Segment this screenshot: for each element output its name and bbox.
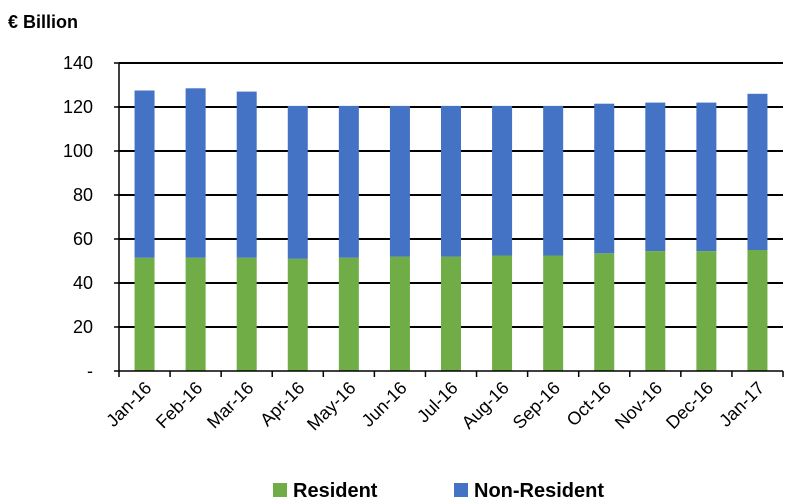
legend-label: Non-Resident (474, 480, 604, 502)
bar-non-resident-dec-16 (696, 102, 717, 252)
y-tick-label: 60 (73, 229, 93, 249)
y-tick-label: 80 (73, 185, 93, 205)
legend-swatch (454, 483, 468, 497)
bar-resident-feb-16 (185, 257, 206, 371)
bar-non-resident-oct-16 (594, 103, 615, 254)
unit-label: € Billion (8, 12, 78, 32)
bar-non-resident-jan-16 (134, 90, 155, 258)
bar-resident-dec-16 (696, 251, 717, 371)
bar-resident-jan-16 (134, 257, 155, 371)
bar-non-resident-apr-16 (287, 105, 308, 259)
x-tick-label: May-16 (303, 378, 360, 435)
x-tick-label: Apr-16 (256, 378, 308, 430)
bar-non-resident-mar-16 (236, 91, 257, 258)
bar-resident-nov-16 (645, 251, 666, 371)
x-tick-label: Mar-16 (203, 378, 257, 432)
x-tick-label: Jan-17 (715, 378, 768, 431)
x-tick-label: Oct-16 (563, 378, 615, 430)
bar-resident-aug-16 (492, 255, 513, 371)
bar-resident-apr-16 (287, 258, 308, 371)
legend: Resident Non-Resident (273, 480, 604, 502)
y-tick-label: 40 (73, 273, 93, 293)
legend-label: Resident (293, 480, 378, 502)
x-tick-label: Feb-16 (152, 378, 206, 432)
bar-resident-mar-16 (236, 257, 257, 371)
x-tick-label: Dec-16 (662, 378, 717, 433)
bar-non-resident-may-16 (338, 105, 359, 258)
x-tick-label: Jan-16 (102, 378, 155, 431)
y-tick-label: 20 (73, 317, 93, 337)
x-tick-label: Jul-16 (413, 378, 462, 427)
bar-non-resident-sep-16 (543, 105, 564, 256)
bar-non-resident-aug-16 (492, 105, 513, 256)
y-tick-label: 120 (63, 97, 93, 117)
bar-resident-jul-16 (441, 256, 461, 371)
legend-swatch (273, 483, 287, 497)
bar-resident-may-16 (338, 257, 359, 371)
bar-non-resident-jan-17 (747, 93, 768, 250)
x-tick-label: Aug-16 (458, 378, 513, 433)
bar-resident-jun-16 (389, 256, 410, 371)
x-tick-label: Sep-16 (509, 378, 564, 433)
y-tick-label: - (87, 361, 93, 381)
bar-non-resident-jul-16 (441, 105, 461, 257)
bar-non-resident-feb-16 (185, 88, 206, 258)
y-tick-label: 100 (63, 141, 93, 161)
bar-non-resident-nov-16 (645, 102, 666, 252)
bar-resident-oct-16 (594, 253, 615, 371)
x-tick-label: Nov-16 (611, 378, 666, 433)
bar-resident-jan-17 (747, 250, 768, 371)
bar-resident-sep-16 (543, 255, 564, 371)
axes (118, 63, 783, 372)
y-tick-labels: - 20 40 60 80 100 120 140 (63, 53, 119, 381)
x-tick-label: Jun-16 (358, 378, 411, 431)
y-tick-label: 140 (63, 53, 93, 73)
bars (134, 88, 768, 371)
bar-non-resident-jun-16 (389, 105, 410, 257)
